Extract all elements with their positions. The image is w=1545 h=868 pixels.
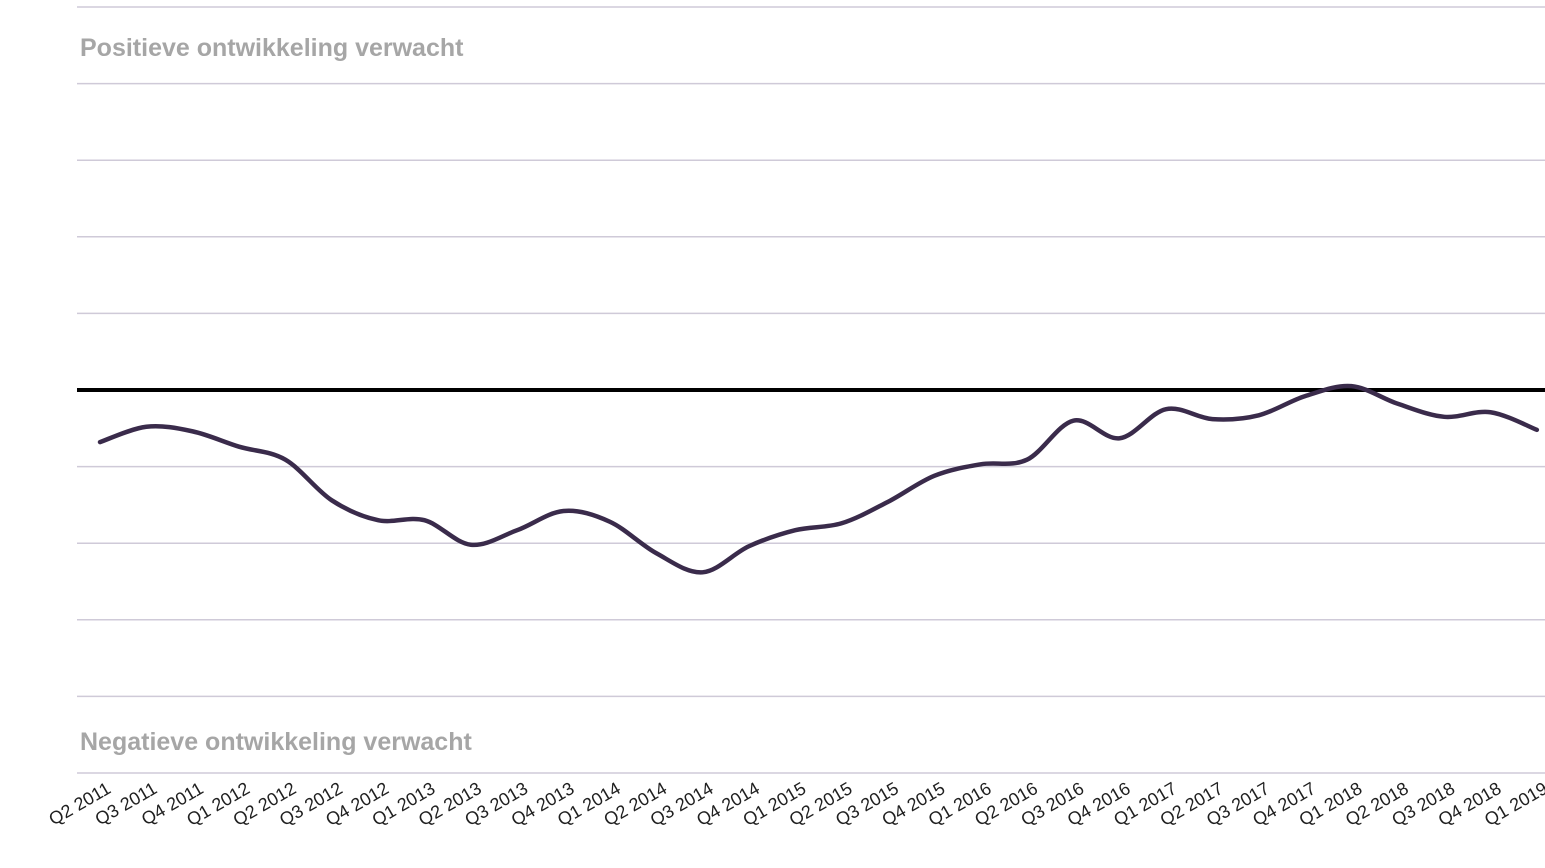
annotation: Negatieve ontwikkeling verwacht <box>80 728 472 756</box>
annotation: Positieve ontwikkeling verwacht <box>80 34 464 62</box>
line <box>97 383 1540 575</box>
